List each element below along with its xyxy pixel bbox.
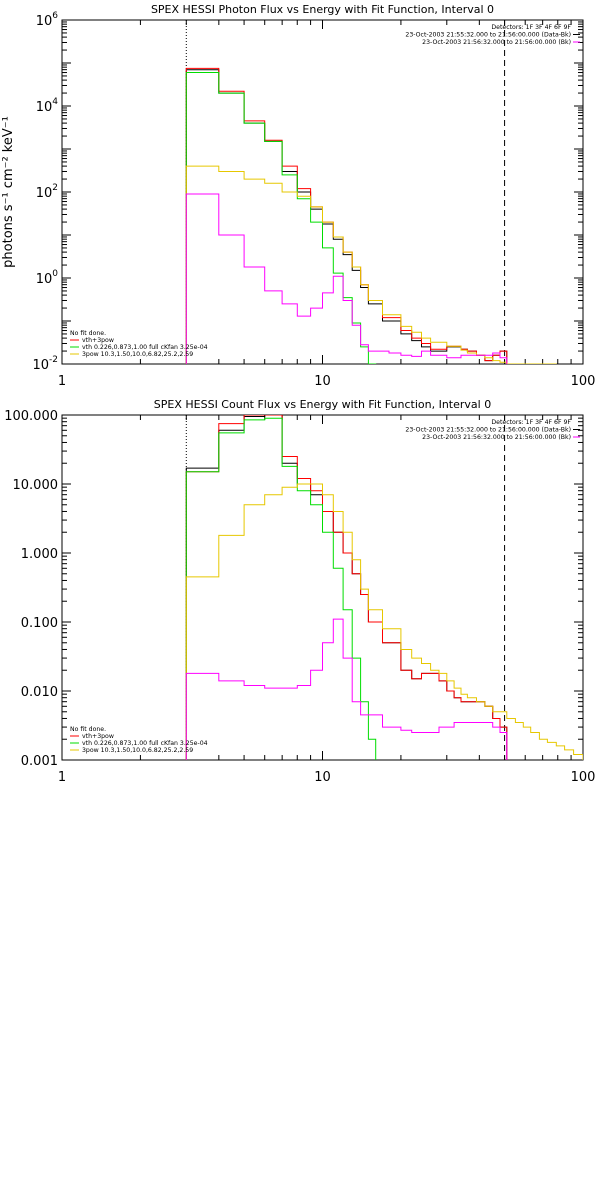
y-axis-label: photons s⁻¹ cm⁻² keV⁻¹ [1, 116, 16, 268]
header-line: Detectors: 1F 3F 4F 6F 9F [491, 419, 571, 426]
x-tick-label: 1 [58, 770, 66, 785]
legend-entry: vth+3pow [82, 733, 114, 740]
y-tick-label: 106 [36, 11, 59, 29]
y-tick-base: 10 [36, 272, 53, 287]
legend-entry: 3pow 10.3,1.50,10.0,6.82,25.2,2.59 [82, 351, 193, 358]
series-line-4 [185, 193, 508, 364]
header-line: 23-Oct-2003 21:56:32.000 to 21:56:00.000… [422, 434, 571, 441]
legend-entry: 3pow 10.3,1.50,10.0,6.82,25.2,2.59 [82, 747, 193, 754]
series-line-3 [185, 165, 557, 364]
y-tick-label: 104 [36, 97, 59, 115]
y-tick-label: 100 [36, 269, 59, 287]
y-tick-exponent: 6 [52, 11, 58, 21]
y-tick-exponent: 4 [52, 97, 58, 107]
legend-entry: vth 0.226,0.873,1.00 full cKfan 3.25e-04 [82, 740, 208, 747]
series-group [185, 415, 583, 760]
y-tick-exponent: 0 [52, 269, 58, 279]
y-tick-exponent: -2 [49, 355, 58, 365]
y-tick-label: 100.000 [4, 409, 58, 424]
y-tick-label: 10-2 [32, 355, 58, 373]
series-line-4 [185, 618, 508, 760]
y-tick-base: 10 [36, 186, 53, 201]
y-tick-label: 102 [36, 183, 58, 201]
series-line-2 [185, 417, 377, 760]
count-flux-chart: SPEX HESSI Count Flux vs Energy with Fit… [4, 398, 595, 785]
y-tick-label: 10.000 [13, 478, 59, 493]
x-tick-label: 100 [571, 374, 596, 389]
series-line-2 [185, 72, 377, 364]
y-tick-base: 10 [36, 14, 53, 29]
legend-entry: vth 0.226,0.873,1.00 full cKfan 3.25e-04 [82, 344, 208, 351]
chart-title: SPEX HESSI Count Flux vs Energy with Fit… [154, 398, 491, 411]
y-tick-label: 0.010 [21, 685, 58, 700]
y-tick-label: 0.001 [21, 754, 58, 769]
series-line-1 [185, 415, 508, 760]
legend-entry: vth+3pow [82, 337, 114, 344]
legend-entry: No fit done. [70, 726, 106, 733]
x-tick-label: 10 [314, 770, 331, 785]
y-tick-base: 10 [32, 358, 49, 373]
x-tick-label: 10 [314, 374, 331, 389]
legend-entry: No fit done. [70, 330, 106, 337]
series-group [185, 67, 557, 364]
header-line: 23-Oct-2003 21:55:32.000 to 21:56:00.000… [405, 32, 571, 39]
y-tick-exponent: 2 [52, 183, 58, 193]
header-line: 23-Oct-2003 21:55:32.000 to 21:56:00.000… [405, 427, 571, 434]
y-tick-label: 1.000 [21, 547, 58, 562]
y-tick-base: 10 [36, 100, 53, 115]
header-line: 23-Oct-2003 21:56:32.000 to 21:56:00.000… [422, 39, 571, 46]
y-tick-label: 0.100 [21, 616, 58, 631]
x-tick-label: 100 [571, 770, 596, 785]
x-tick-label: 1 [58, 374, 66, 389]
photon-flux-chart: SPEX HESSI Photon Flux vs Energy with Fi… [1, 3, 595, 389]
header-line: Detectors: 1F 3F 4F 6F 9F [491, 24, 571, 31]
chart-title: SPEX HESSI Photon Flux vs Energy with Fi… [151, 3, 494, 16]
series-line-3 [185, 483, 583, 760]
